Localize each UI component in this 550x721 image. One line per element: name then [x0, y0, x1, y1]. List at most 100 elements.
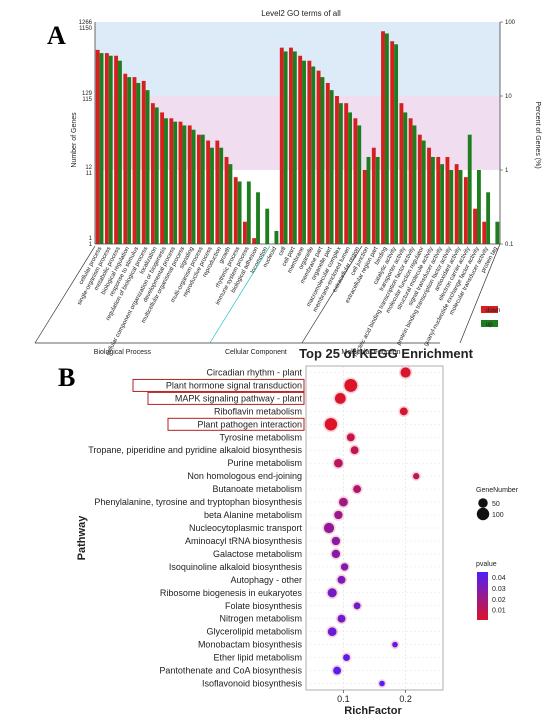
bar-up-20: [283, 51, 288, 245]
highlight-box: [167, 417, 305, 431]
bar-up-24: [320, 77, 325, 244]
bar-down-42: [482, 221, 487, 244]
bar-down-41: [473, 208, 477, 244]
bar-up-1: [108, 55, 113, 244]
bar-down-34: [408, 118, 413, 244]
bar-up-17: [256, 192, 260, 244]
pathway-label: Tropane, piperidine and pyridine alkaloi…: [88, 445, 302, 455]
point: [340, 563, 349, 571]
bar-down-28: [353, 118, 358, 244]
point: [337, 614, 346, 623]
pathway-label: Non homologous end-joining: [187, 471, 302, 481]
panel-b: B Top 25 of KEGG Enrichment Circadian rh…: [58, 346, 519, 717]
bar-down-0: [95, 49, 100, 244]
panel-a-groups: Biological Process Cellular Component Mole…: [34, 243, 501, 356]
bar-down-36: [427, 147, 431, 244]
point: [334, 458, 343, 468]
legend-swatch-up: [481, 320, 498, 327]
legend-label-down: down: [486, 308, 500, 314]
panel-a-ylabel: Number of Genes: [71, 112, 78, 168]
bar-up-43: [495, 221, 500, 244]
left-tick-label: 12: [85, 165, 92, 171]
size-legend-label: 100: [492, 512, 504, 519]
panel-a-axes: [94, 22, 501, 245]
point: [334, 393, 346, 404]
pathway-label: Tyrosine metabolism: [219, 432, 302, 442]
bar-up-22: [302, 60, 306, 244]
bar-down-6: [150, 103, 155, 244]
panel-b-letter: B: [58, 363, 75, 392]
bar-up-35: [421, 140, 426, 244]
bar-down-15: [233, 177, 238, 244]
bar-down-9: [178, 121, 183, 244]
pathway-label: Folate biosynthesis: [225, 601, 303, 611]
bar-up-33: [403, 112, 408, 244]
point: [379, 680, 385, 687]
group-bracket-end: [459, 243, 501, 344]
point: [327, 627, 337, 637]
pathway-label: Nucleocytoplasmic transport: [189, 523, 303, 533]
color-bar: [477, 572, 488, 620]
bar-up-4: [136, 82, 141, 244]
bar-up-11: [200, 134, 205, 244]
bar-down-20: [279, 47, 284, 244]
panel-b-title: Top 25 of KEGG Enrichment: [299, 346, 474, 361]
bar-down-2: [114, 55, 119, 244]
bar-up-34: [412, 125, 417, 244]
bar-up-21: [292, 51, 297, 245]
bar-down-33: [399, 103, 404, 244]
bar-down-26: [335, 96, 339, 244]
point: [333, 666, 342, 675]
panel-a-legend: down up: [481, 306, 500, 328]
bar-up-27: [348, 112, 352, 244]
bar-down-11: [196, 134, 201, 244]
bar-up-13: [219, 147, 224, 244]
bar-up-5: [145, 90, 150, 244]
bar-down-22: [298, 55, 303, 244]
left-tick-label: 1150: [79, 26, 93, 32]
bar-down-35: [417, 134, 422, 244]
bar-down-13: [215, 140, 220, 244]
bar-down-16: [243, 221, 247, 244]
bar-down-25: [325, 82, 330, 244]
group-bracket: [209, 245, 271, 344]
bar-up-28: [357, 125, 362, 244]
bar-up-18: [265, 208, 270, 244]
point: [346, 433, 355, 442]
pathway-label: Isoquinoline alkaloid biosynthesis: [169, 562, 303, 572]
color-legend-label: 0.01: [492, 608, 506, 615]
pathway-label: Phenylalanine, tyrosine and tryptophan b…: [94, 497, 302, 507]
bar-up-8: [173, 121, 178, 244]
left-tick-label: 115: [82, 97, 92, 103]
bar-up-42: [486, 192, 491, 244]
size-legend-label: 50: [492, 501, 500, 508]
bar-up-15: [237, 181, 242, 244]
point: [392, 641, 398, 648]
bar-up-19: [274, 230, 279, 244]
bar-up-23: [311, 66, 316, 244]
bar-up-29: [366, 156, 371, 244]
right-tick-label: 100: [505, 20, 516, 26]
pathway-label: Riboflavin metabolism: [214, 406, 302, 416]
group-bracket: [34, 245, 96, 344]
point: [399, 407, 408, 416]
bar-down-17: [252, 238, 257, 244]
bar-up-41: [476, 170, 481, 244]
pathway-label: Pantothenate and CoA biosynthesis: [159, 666, 302, 676]
bar-up-16: [246, 181, 251, 244]
legend-label-up: up: [486, 322, 493, 328]
point: [323, 522, 335, 534]
pathway-label: Ether lipid metabolism: [213, 653, 302, 663]
bar-down-32: [390, 41, 395, 245]
size-legend-dot: [476, 507, 490, 521]
bar-up-14: [228, 164, 233, 244]
bar-down-27: [344, 103, 349, 244]
pathway-label: Galactose metabolism: [213, 549, 302, 559]
pathway-label: Plant hormone signal transduction: [166, 380, 302, 390]
pathway-label: beta Alanine metabolism: [204, 510, 302, 520]
panel-a-right-ticks: 100 10 1 0.1: [500, 20, 516, 248]
pathway-label: Monobactam biosynthesis: [198, 640, 303, 650]
